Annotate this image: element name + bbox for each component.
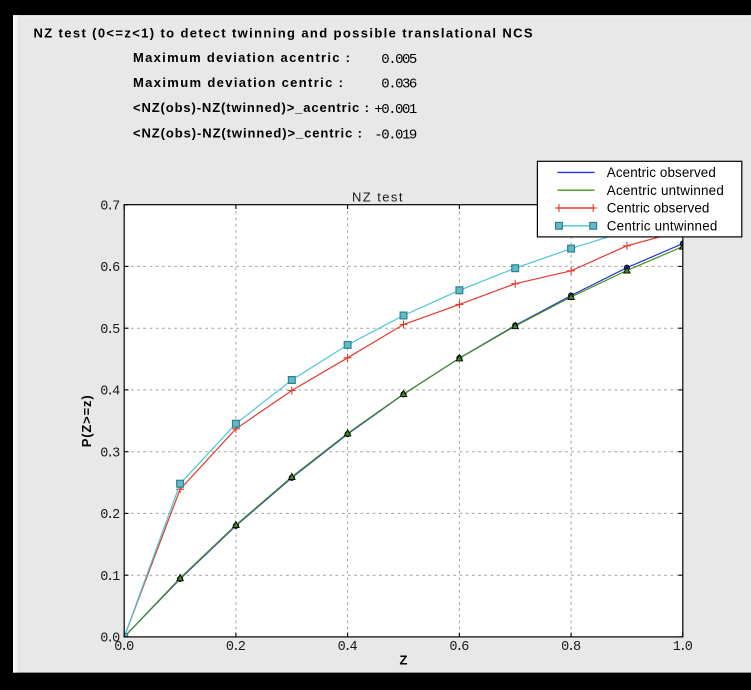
svg-text:0.6: 0.6 <box>100 261 120 276</box>
svg-text:Centric observed: Centric observed <box>607 201 710 216</box>
svg-text:P(Z>=z): P(Z>=z) <box>79 395 94 447</box>
svg-text:0.5: 0.5 <box>100 323 120 338</box>
svg-text:1.0: 1.0 <box>673 640 693 655</box>
svg-text:Acentric untwinned: Acentric untwinned <box>607 183 724 198</box>
svg-text:NZ test (0<=z<1) to detect twi: NZ test (0<=z<1) to detect twinning and … <box>34 26 533 41</box>
svg-text:<NZ(obs)-NZ(twinned)>_centric: <NZ(obs)-NZ(twinned)>_centric : <box>133 126 362 141</box>
svg-text:0.3: 0.3 <box>100 446 120 461</box>
svg-text:Maximum deviation centric :: Maximum deviation centric : <box>133 75 343 90</box>
svg-text:Acentric observed: Acentric observed <box>607 165 716 180</box>
svg-text:0.8: 0.8 <box>561 640 581 655</box>
svg-text:0.2: 0.2 <box>100 508 120 523</box>
svg-text:0.2: 0.2 <box>226 640 246 655</box>
svg-text:0.7: 0.7 <box>100 199 120 214</box>
svg-text:0.0: 0.0 <box>114 640 134 655</box>
svg-text:0.6: 0.6 <box>449 640 469 655</box>
svg-text:Centric untwinned: Centric untwinned <box>607 219 718 234</box>
svg-text:0.036: 0.036 <box>381 77 417 93</box>
svg-text:Z: Z <box>400 652 408 667</box>
svg-text:0.005: 0.005 <box>381 52 417 68</box>
svg-text:0.4: 0.4 <box>338 640 358 655</box>
svg-text:Maximum deviation acentric :: Maximum deviation acentric : <box>133 50 350 65</box>
svg-text:0.0: 0.0 <box>100 632 120 647</box>
svg-text:NZ test: NZ test <box>352 190 403 205</box>
svg-text:-0.019: -0.019 <box>374 128 417 144</box>
svg-text:0.1: 0.1 <box>100 570 120 585</box>
svg-text:+0.001: +0.001 <box>374 102 417 118</box>
svg-text:<NZ(obs)-NZ(twinned)>_acentric: <NZ(obs)-NZ(twinned)>_acentric : <box>133 100 369 115</box>
svg-text:0.4: 0.4 <box>100 385 120 400</box>
